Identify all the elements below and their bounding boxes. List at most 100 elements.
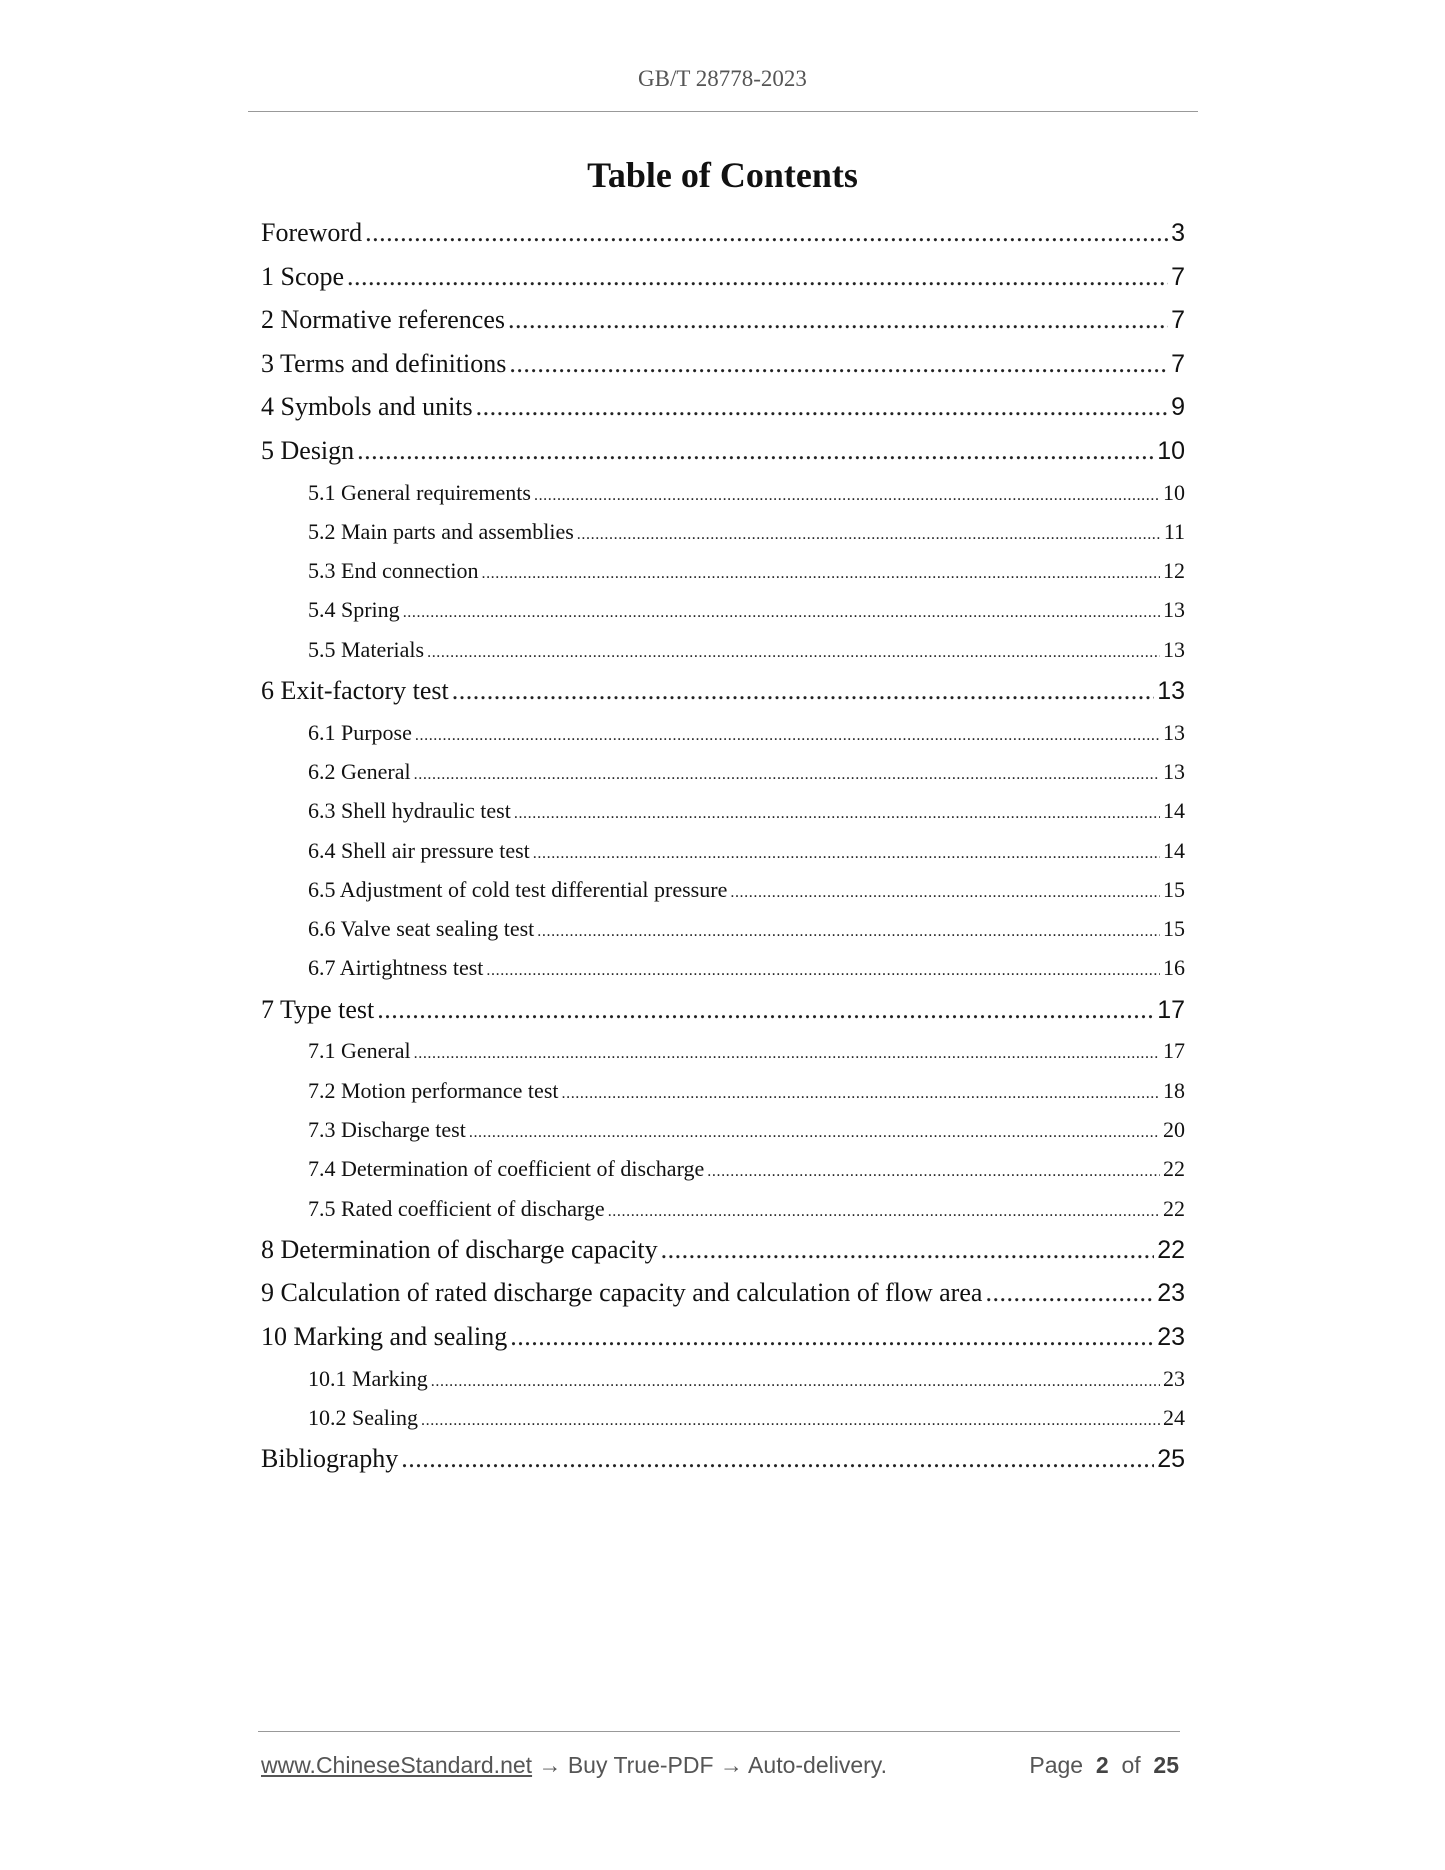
toc-entry-page: 10	[1163, 479, 1185, 505]
dot-leader	[365, 218, 1168, 248]
toc-entry-label: 7.3 Discharge test	[308, 1116, 466, 1142]
toc-entry[interactable]: 10.2 Sealing 24	[261, 1405, 1185, 1444]
toc-entry[interactable]: 6.5 Adjustment of cold test differential…	[261, 877, 1185, 916]
toc-entry[interactable]: 6.7 Airtightness test 16	[261, 955, 1185, 994]
toc-entry-page: 13	[1163, 597, 1185, 623]
toc-entry[interactable]: 7.4 Determination of coefficient of disc…	[261, 1156, 1185, 1195]
toc-entry[interactable]: 3 Terms and definitions 7	[261, 349, 1185, 393]
toc-entry-page: 9	[1171, 393, 1185, 422]
toc-entry[interactable]: 5.3 End connection 12	[261, 558, 1185, 597]
dot-leader	[533, 838, 1160, 864]
toc-entry[interactable]: 9 Calculation of rated discharge capacit…	[261, 1278, 1185, 1322]
dot-leader	[415, 720, 1160, 746]
dot-leader	[537, 916, 1160, 942]
dot-leader	[403, 597, 1160, 623]
toc-entry-label: 5.4 Spring	[308, 597, 400, 623]
website-link[interactable]: www.ChineseStandard.net	[261, 1752, 533, 1778]
table-of-contents: Foreword 3 1 Scope 7 2 Normative references 7…	[261, 218, 1185, 1488]
toc-entry-label: 6.7 Airtightness test	[308, 955, 484, 981]
toc-entry[interactable]: 5.4 Spring 13	[261, 597, 1185, 636]
toc-entry-page: 23	[1157, 1322, 1185, 1351]
header-divider	[248, 111, 1198, 112]
toc-entry-label: 7 Type test	[261, 994, 375, 1024]
dot-leader	[377, 995, 1154, 1025]
dot-leader	[421, 1405, 1160, 1431]
toc-entry-page: 13	[1163, 719, 1185, 745]
dot-leader	[661, 1235, 1155, 1265]
toc-entry[interactable]: 7.3 Discharge test 20	[261, 1117, 1185, 1156]
toc-entry[interactable]: 8 Determination of discharge capacity 22	[261, 1235, 1185, 1279]
toc-entry-page: 7	[1171, 349, 1185, 378]
toc-entry-page: 17	[1163, 1038, 1185, 1064]
dot-leader	[608, 1196, 1160, 1222]
toc-entry[interactable]: 4 Symbols and units 9	[261, 392, 1185, 436]
toc-entry-label: 10.2 Sealing	[308, 1404, 418, 1430]
toc-entry-label: 4 Symbols and units	[261, 392, 473, 422]
footer-tagline: → Buy True-PDF → Auto-delivery.	[532, 1752, 887, 1778]
toc-entry-page: 15	[1163, 876, 1185, 902]
toc-entry-label: 1 Scope	[261, 261, 345, 291]
toc-entry-label: 5.2 Main parts and assemblies	[308, 518, 574, 544]
toc-entry-page: 7	[1171, 262, 1185, 291]
toc-entry[interactable]: 10 Marking and sealing 23	[261, 1322, 1185, 1366]
toc-entry-label: 7.2 Motion performance test	[308, 1077, 559, 1103]
toc-entry[interactable]: Bibliography 25	[261, 1444, 1185, 1488]
dot-leader	[562, 1078, 1161, 1104]
toc-entry-label: 10.1 Marking	[308, 1365, 428, 1391]
toc-entry-page: 22	[1163, 1195, 1185, 1221]
dot-leader	[357, 436, 1154, 466]
toc-entry[interactable]: 7.5 Rated coefficient of discharge 22	[261, 1196, 1185, 1235]
toc-entry[interactable]: 6.2 General 13	[261, 759, 1185, 798]
toc-entry[interactable]: 1 Scope 7	[261, 262, 1185, 306]
toc-entry-label: 6.2 General	[308, 758, 411, 784]
toc-entry-label: 6.5 Adjustment of cold test differential…	[308, 876, 728, 902]
dot-leader	[414, 759, 1160, 785]
toc-entry-page: 18	[1163, 1077, 1185, 1103]
toc-entry[interactable]: 6 Exit-factory test 13	[261, 676, 1185, 720]
toc-entry-page: 7	[1171, 306, 1185, 335]
toc-entry[interactable]: 6.4 Shell air pressure test 14	[261, 838, 1185, 877]
dot-leader	[514, 798, 1160, 824]
toc-entry[interactable]: 5.5 Materials 13	[261, 637, 1185, 676]
toc-entry-label: 6 Exit-factory test	[261, 676, 449, 706]
toc-entry[interactable]: 6.6 Valve seat sealing test 15	[261, 916, 1185, 955]
dot-leader	[476, 392, 1168, 422]
footer: www.ChineseStandard.net → Buy True-PDF →…	[261, 1752, 1179, 1779]
toc-entry[interactable]: 5.2 Main parts and assemblies 11	[261, 519, 1185, 558]
toc-entry[interactable]: 6.3 Shell hydraulic test 14	[261, 798, 1185, 837]
document-code-header: GB/T 28778-2023	[638, 66, 807, 91]
dot-leader	[577, 519, 1161, 545]
toc-entry-label: 7.1 General	[308, 1038, 411, 1064]
toc-entry-page: 23	[1163, 1365, 1185, 1391]
toc-entry[interactable]: Foreword 3	[261, 218, 1185, 262]
toc-entry-page: 10	[1157, 436, 1185, 465]
dot-leader	[452, 676, 1154, 706]
toc-entry-page: 14	[1163, 798, 1185, 824]
toc-entry[interactable]: 6.1 Purpose 13	[261, 720, 1185, 759]
dot-leader	[481, 558, 1160, 584]
toc-entry[interactable]: 10.1 Marking 23	[261, 1366, 1185, 1405]
page-label: Page	[1029, 1752, 1084, 1778]
toc-entry[interactable]: 7.1 General 17	[261, 1038, 1185, 1077]
toc-entry-label: 6.6 Valve seat sealing test	[308, 916, 535, 942]
toc-entry-label: 9 Calculation of rated discharge capacit…	[261, 1278, 983, 1308]
of-label: of	[1121, 1752, 1141, 1778]
toc-entry-page: 3	[1171, 219, 1185, 247]
toc-entry[interactable]: 2 Normative references 7	[261, 305, 1185, 349]
toc-entry-label: 2 Normative references	[261, 305, 505, 335]
toc-entry[interactable]: 7.2 Motion performance test 18	[261, 1078, 1185, 1117]
dot-leader	[431, 1366, 1160, 1392]
dot-leader	[730, 877, 1160, 903]
toc-entry-label: 5.5 Materials	[308, 636, 425, 662]
total-pages: 25	[1153, 1752, 1179, 1778]
toc-entry[interactable]: 5.1 General requirements 10	[261, 480, 1185, 519]
toc-entry-page: 15	[1163, 916, 1185, 942]
toc-entry-page: 22	[1157, 1235, 1185, 1264]
footer-promo: www.ChineseStandard.net → Buy True-PDF →…	[261, 1752, 887, 1779]
toc-entry[interactable]: 5 Design 10	[261, 436, 1185, 480]
dot-leader	[469, 1117, 1160, 1143]
toc-entry-label: 8 Determination of discharge capacity	[261, 1234, 658, 1264]
toc-entry[interactable]: 7 Type test 17	[261, 995, 1185, 1039]
toc-entry-page: 16	[1163, 955, 1185, 981]
toc-entry-page: 22	[1163, 1156, 1185, 1182]
